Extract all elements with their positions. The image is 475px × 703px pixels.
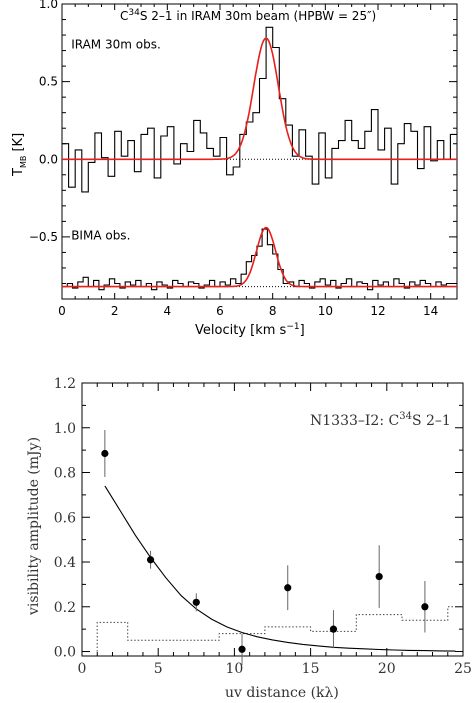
x-tick-label: 4: [164, 304, 172, 318]
x-tick-label: 5: [154, 661, 163, 677]
visibility-y-ticks: 0.0 0.2 0.4 0.6 0.8 1.0 1.2: [54, 376, 463, 661]
visibility-x-ticks: 0 5 10 15 20 25: [78, 383, 472, 677]
x-tick-label: 20: [378, 661, 396, 677]
data-point: [101, 449, 109, 458]
spectrum-series: [62, 26, 457, 291]
y-tick-label: 1.2: [54, 376, 76, 392]
spectrum-x-axis-label: Velocity [km s−1]: [195, 322, 305, 338]
y-tick-label: 0.8: [54, 466, 76, 482]
x-tick-label: 10: [318, 304, 333, 318]
visibility-title: N1333–I2: C34S 2–1: [310, 411, 451, 429]
y-tick-label: 0.6: [54, 510, 76, 526]
model-spectrum-line: [62, 37, 457, 161]
data-point: [146, 556, 155, 564]
spectrum-panel: 0 2 4 6 8 10 12 14 1.0 0.5 0.0 −0.5 C34S 2–1 in IR…: [11, 0, 458, 338]
bima-annotation: BIMA obs.: [71, 228, 130, 242]
x-tick-label: 15: [302, 661, 320, 677]
y-tick-label: 1.0: [39, 0, 58, 11]
y-tick-label: 0.5: [39, 75, 58, 89]
x-tick-label: 8: [269, 304, 277, 318]
model-spectrum-line: [62, 226, 457, 288]
data-point: [375, 572, 383, 581]
observed-spectrum-line: [62, 26, 457, 193]
y-tick-label: 0.2: [54, 600, 76, 616]
visibility-panel: 0 5 10 15 20 25 0.0 0.2 0.4 0.6 0.8 1.0 1.2 N1333–I…: [26, 376, 472, 701]
iram-annotation: IRAM 30m obs.: [71, 37, 161, 51]
data-point: [192, 598, 200, 606]
visibility-plot-frame: [81, 382, 464, 657]
x-tick-label: 25: [454, 661, 472, 677]
visibility-x-axis-label: uv distance (kλ): [225, 685, 339, 701]
x-tick-label: 6: [216, 304, 224, 318]
data-point: [421, 603, 429, 611]
visibility-y-axis-label: visibility amplitude (mJy): [26, 437, 42, 616]
x-tick-label: 0: [58, 304, 66, 318]
zero-signal-histogram: [96, 606, 463, 652]
spectrum-y-axis-label: TMB [K]: [11, 133, 28, 177]
y-tick-label: −0.5: [29, 230, 58, 244]
spectrum-title: C34S 2–1 in IRAM 30m beam (HPBW = 25″): [120, 8, 376, 23]
spectrum-y-ticks: 1.0 0.5 0.0 −0.5: [29, 0, 457, 300]
spectrum-x-ticks: 0 2 4 6 8 10 12 14: [58, 4, 458, 318]
model-visibility-curve: [104, 485, 456, 652]
data-point: [284, 584, 292, 592]
x-tick-label: 0: [78, 661, 87, 677]
y-tick-label: 0.0: [54, 645, 76, 661]
x-tick-label: 14: [423, 304, 438, 318]
y-tick-label: 1.0: [54, 421, 76, 437]
observed-spectrum-line: [62, 228, 457, 291]
y-tick-label: 0.0: [39, 152, 58, 166]
x-tick-label: 12: [370, 304, 385, 318]
data-point: [238, 645, 246, 653]
x-tick-label: 10: [225, 661, 243, 677]
x-tick-label: 2: [111, 304, 119, 318]
y-tick-label: 0.4: [54, 555, 76, 571]
data-point: [329, 625, 338, 633]
visibility-series: [96, 429, 463, 665]
